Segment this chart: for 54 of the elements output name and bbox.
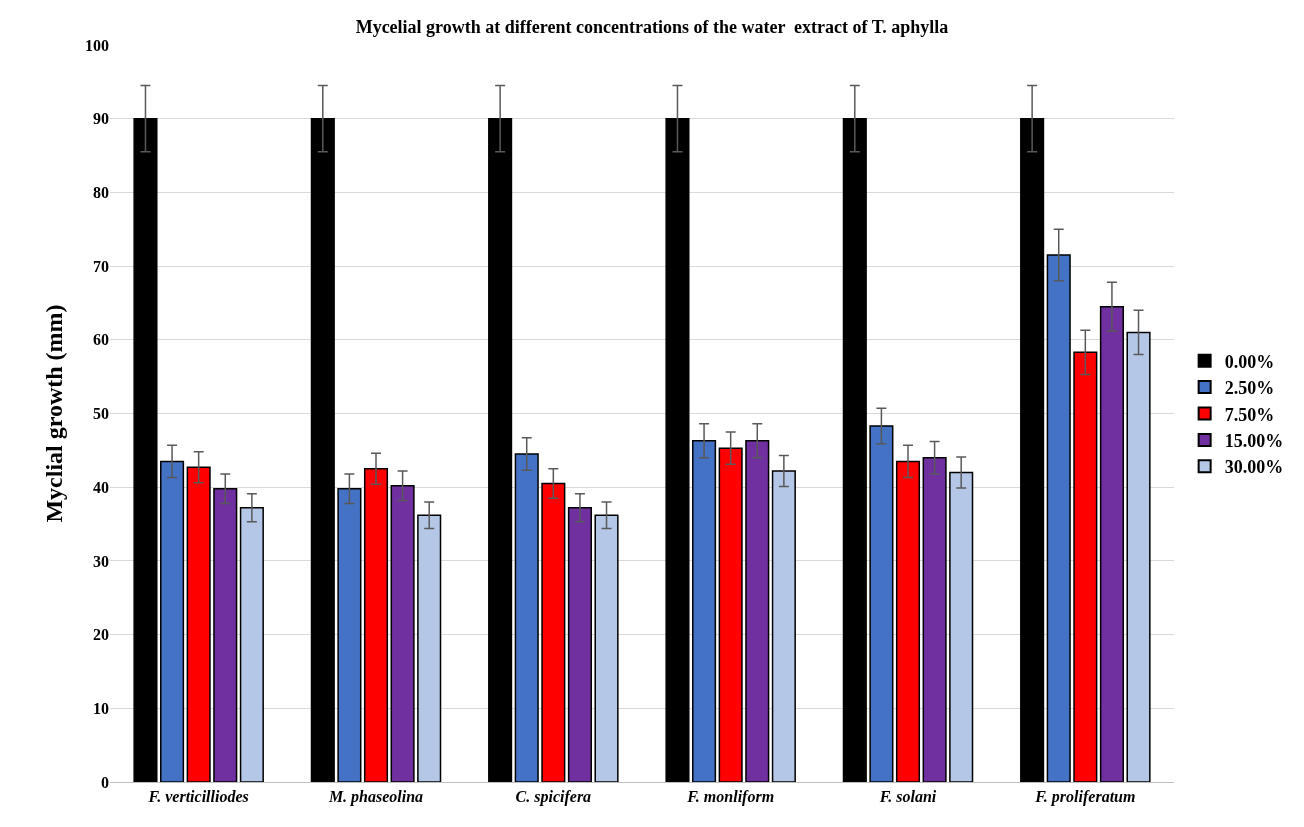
legend-label: 15.00% xyxy=(1224,430,1284,451)
bar xyxy=(514,453,539,782)
x-tick-label: M. phaseolina xyxy=(327,788,424,807)
y-tick-label: 50 xyxy=(93,405,109,423)
x-tick-label: F. verticilliodes xyxy=(147,788,249,806)
legend-label: 0.00% xyxy=(1224,351,1275,372)
x-tick-label: F. solani xyxy=(878,788,937,806)
bar xyxy=(541,482,566,782)
bar xyxy=(488,117,513,782)
bar xyxy=(1099,305,1124,782)
bar xyxy=(390,484,415,782)
bar xyxy=(745,440,770,782)
bar xyxy=(895,460,921,782)
bar xyxy=(594,514,619,782)
bar xyxy=(869,425,894,782)
x-tick-label: F. monliform xyxy=(686,788,775,807)
bar xyxy=(1126,331,1151,782)
y-tick-label: 10 xyxy=(93,699,109,717)
bar xyxy=(718,447,743,782)
bar xyxy=(949,471,974,782)
bar xyxy=(1020,117,1045,782)
x-tick-label: C. spicifera xyxy=(515,788,592,807)
legend-label: 7.50% xyxy=(1224,404,1275,425)
bar xyxy=(363,468,389,782)
y-tick-label: 20 xyxy=(93,626,109,644)
bar xyxy=(337,487,362,782)
bar xyxy=(665,117,690,782)
y-tick-label: 0 xyxy=(101,773,109,791)
x-tick-label: F. proliferatum xyxy=(1034,788,1136,807)
y-tick-label: 90 xyxy=(93,110,109,128)
y-tick-label: 60 xyxy=(93,331,109,349)
legend-label: 2.50% xyxy=(1224,378,1275,399)
bar xyxy=(922,456,947,782)
bar xyxy=(310,117,335,782)
bar xyxy=(567,507,592,782)
bar xyxy=(1046,254,1071,782)
legend-label: 30.00% xyxy=(1224,457,1284,478)
bar xyxy=(692,440,717,782)
y-tick-label: 80 xyxy=(93,184,109,201)
bar xyxy=(239,507,264,782)
bar xyxy=(771,470,796,782)
y-axis-title: Myclial growth (mm) xyxy=(41,304,68,523)
chart-title: Mycelial growth at different concentrations of the water extract of T. aphylla xyxy=(355,17,949,38)
bar xyxy=(186,466,211,782)
bar xyxy=(417,514,442,782)
y-tick-label: 70 xyxy=(93,257,109,275)
y-tick-label: 100 xyxy=(85,36,109,54)
bar xyxy=(842,117,867,782)
bar xyxy=(213,487,238,782)
y-tick-label: 40 xyxy=(93,478,109,496)
bar xyxy=(133,117,158,782)
bar xyxy=(160,460,185,782)
bar xyxy=(1073,351,1098,782)
y-tick-label: 30 xyxy=(93,552,109,570)
